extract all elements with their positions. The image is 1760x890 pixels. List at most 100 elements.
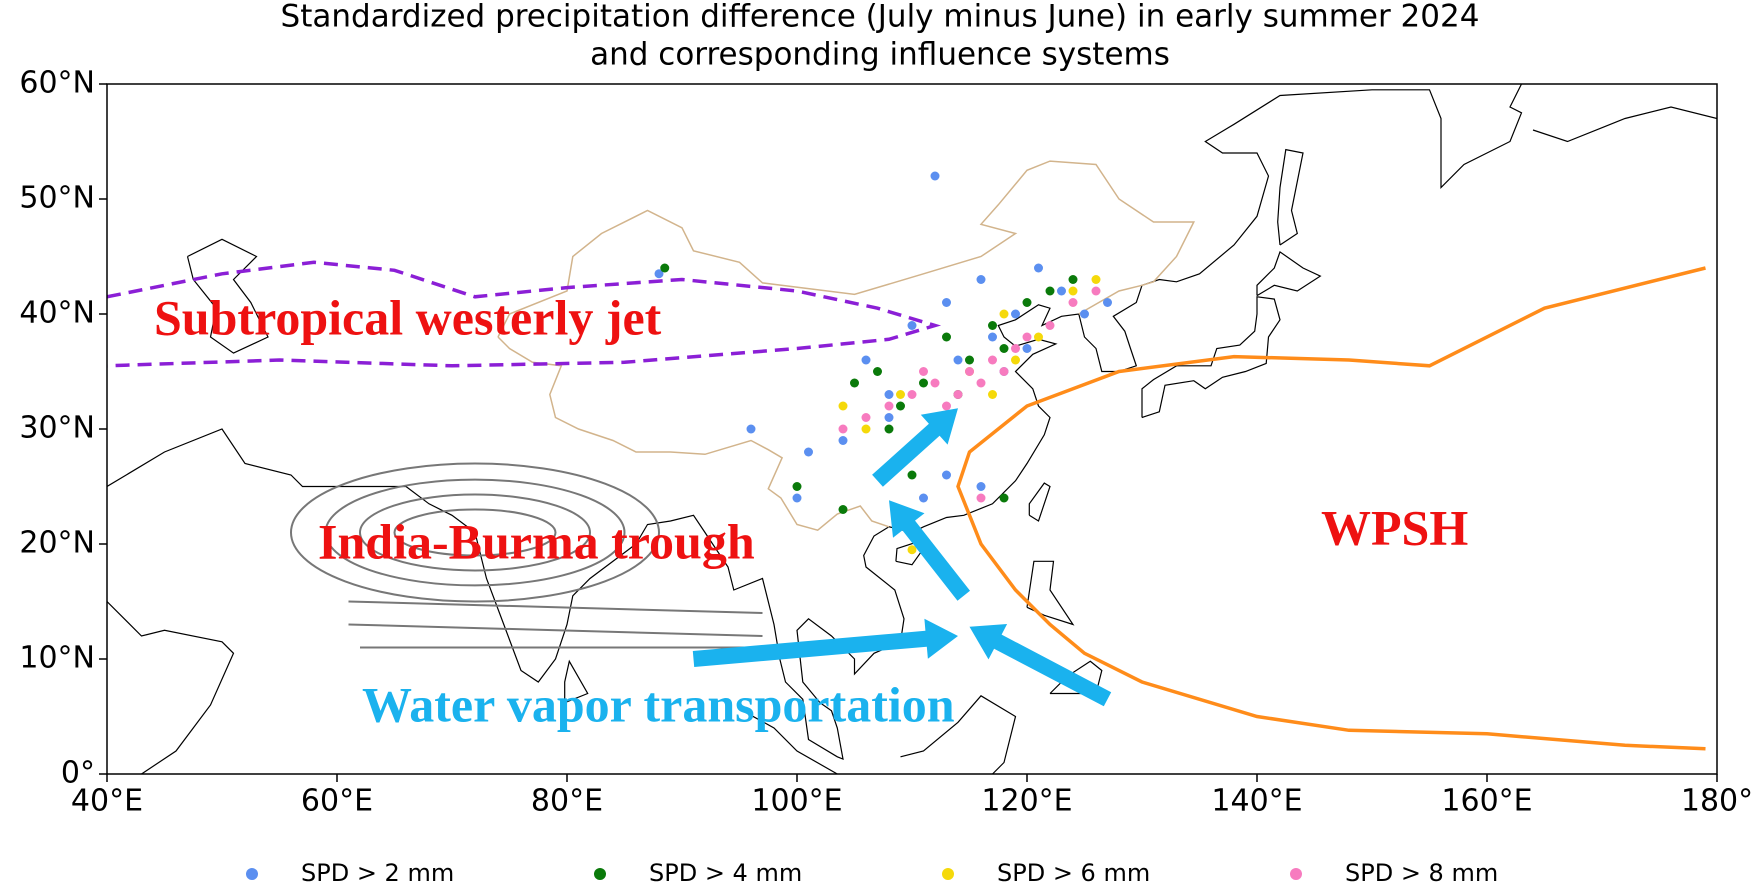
station-point: [953, 390, 963, 399]
coastline: [1256, 250, 1322, 297]
coastline: [564, 659, 589, 704]
station-point: [838, 424, 848, 434]
station-point: [965, 367, 974, 376]
station-point: [1022, 332, 1032, 342]
vapor-arrow: [889, 500, 970, 601]
station-point: [884, 424, 894, 434]
legend-label: SPD > 6 mm: [997, 859, 1150, 886]
x-tick-label: 120°E: [981, 784, 1072, 819]
station-point: [1080, 309, 1089, 319]
station-point: [988, 390, 997, 399]
station-point: [896, 401, 905, 411]
station-point: [907, 390, 917, 399]
legend-label: SPD > 4 mm: [649, 859, 802, 886]
streamline: [359, 493, 591, 572]
station-point: [942, 470, 951, 480]
station-point: [988, 355, 997, 365]
station-point: [838, 436, 848, 445]
station-point: [838, 505, 848, 514]
streamline: [348, 600, 763, 614]
coastline: [1028, 482, 1051, 522]
station-point: [792, 493, 802, 503]
station-point: [654, 269, 664, 279]
station-point: [999, 493, 1009, 503]
station-point: [850, 378, 859, 388]
frame: [106, 83, 1718, 775]
station-point: [1011, 355, 1020, 365]
station-point: [999, 309, 1009, 319]
streamline: [290, 462, 660, 603]
station-point: [907, 470, 917, 480]
x-tick-label: 40°E: [71, 784, 143, 819]
coastline: [1026, 560, 1075, 626]
station-point: [861, 355, 871, 365]
station-point: [861, 413, 871, 422]
streamline: [393, 508, 557, 557]
station-point: [988, 321, 997, 330]
coastline: [107, 601, 235, 774]
y-tick-label: 10°N: [19, 641, 95, 676]
vapor-arrow: [692, 618, 958, 667]
station-point: [942, 401, 951, 411]
vapor-arrow: [872, 408, 958, 487]
station-point: [919, 367, 928, 376]
legend-marker: [594, 868, 606, 880]
station-point: [1034, 332, 1043, 342]
annotation: WPSH: [1321, 499, 1468, 555]
station-point: [930, 171, 940, 181]
legend-marker: [1290, 868, 1302, 880]
station-point: [884, 413, 894, 422]
station-point: [792, 482, 802, 491]
station-point: [976, 378, 986, 388]
station-point: [896, 390, 905, 399]
station-point: [1057, 286, 1066, 296]
station-point: [988, 332, 997, 342]
annotation: Subtropical westerly jet: [154, 289, 662, 345]
annotation: India-Burma trough: [318, 513, 755, 569]
x-tick-label: 100°E: [751, 784, 842, 819]
station-point: [907, 321, 917, 330]
station-point: [976, 482, 986, 491]
streamline: [324, 478, 626, 587]
station-point: [838, 401, 848, 411]
wpsh-contour: [956, 266, 1706, 751]
coastline: [900, 695, 1017, 774]
station-point: [976, 493, 986, 503]
y-tick-label: 40°N: [19, 296, 95, 331]
station-point: [1068, 298, 1078, 307]
station-point: [907, 545, 917, 555]
y-tick-label: 30°N: [19, 411, 95, 446]
legend-label: SPD > 8 mm: [1345, 859, 1498, 886]
legend-marker: [246, 868, 258, 880]
station-point: [746, 424, 756, 434]
station-point: [942, 298, 951, 307]
station-point: [1022, 344, 1032, 353]
x-tick-label: 160°E: [1441, 784, 1532, 819]
station-point: [1091, 275, 1101, 284]
station-point: [930, 378, 940, 388]
coastline: [1277, 148, 1304, 246]
country-border: [497, 336, 890, 532]
coastline: [742, 710, 838, 774]
station-point: [999, 367, 1009, 376]
x-tick-label: 80°E: [531, 784, 603, 819]
title-line: and corresponding influence systems: [590, 37, 1170, 73]
station-point: [861, 424, 871, 434]
station-point: [1103, 298, 1112, 307]
station-point: [804, 447, 813, 457]
station-point: [1011, 309, 1020, 319]
vapor-arrow: [969, 624, 1112, 707]
country-border: [497, 160, 1196, 338]
streamline: [348, 623, 763, 637]
station-point: [1045, 321, 1055, 330]
coastline: [1141, 296, 1281, 419]
x-tick-label: 60°E: [301, 784, 373, 819]
x-tick-label: 140°E: [1211, 784, 1302, 819]
coastline: [107, 84, 1523, 760]
station-point: [1068, 275, 1078, 284]
station-point: [953, 355, 963, 365]
station-point: [884, 401, 894, 411]
station-point: [919, 493, 928, 503]
station-point: [1011, 344, 1020, 353]
legend-label: SPD > 2 mm: [301, 859, 454, 886]
